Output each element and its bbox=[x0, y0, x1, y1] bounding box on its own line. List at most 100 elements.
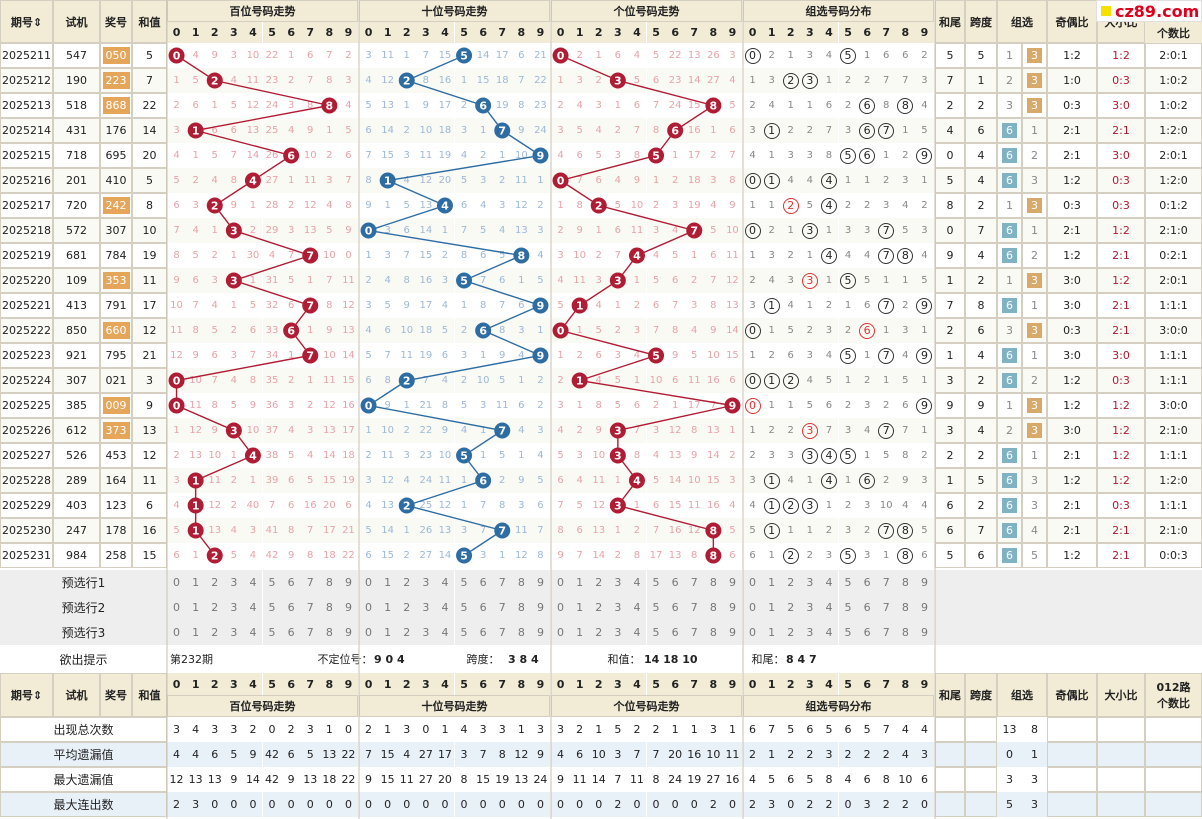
preselect-digit[interactable]: 0 bbox=[359, 570, 379, 595]
preselect-digit[interactable]: 4 bbox=[819, 570, 839, 595]
preselect-digit[interactable]: 1 bbox=[186, 620, 206, 645]
preselect-digit[interactable]: 4 bbox=[627, 620, 647, 645]
preselect-digit[interactable]: 2 bbox=[781, 570, 801, 595]
preselect-digit[interactable]: 0 bbox=[167, 570, 187, 595]
preselect-digit[interactable]: 7 bbox=[300, 595, 320, 620]
preselect-digit[interactable]: 7 bbox=[684, 595, 704, 620]
preselect-digit[interactable]: 8 bbox=[703, 620, 723, 645]
preselect-digit[interactable]: 7 bbox=[300, 620, 320, 645]
preselect-digit[interactable]: 1 bbox=[762, 595, 782, 620]
preselect-digit[interactable]: 5 bbox=[838, 620, 858, 645]
preselect-digit[interactable]: 8 bbox=[511, 595, 531, 620]
preselect-digit[interactable]: 9 bbox=[530, 570, 550, 595]
preselect-digit[interactable]: 5 bbox=[262, 595, 282, 620]
preselect-digit[interactable]: 9 bbox=[338, 595, 358, 620]
preselect-digit[interactable]: 8 bbox=[319, 570, 339, 595]
preselect-digit[interactable]: 8 bbox=[319, 620, 339, 645]
preselect-digit[interactable]: 8 bbox=[511, 570, 531, 595]
preselect-digit[interactable]: 1 bbox=[570, 595, 590, 620]
preselect-digit[interactable]: 4 bbox=[243, 570, 263, 595]
preselect-digit[interactable]: 1 bbox=[570, 570, 590, 595]
preselect-digit[interactable]: 2 bbox=[589, 595, 609, 620]
preselect-digit[interactable]: 5 bbox=[838, 570, 858, 595]
preselect-digit[interactable]: 1 bbox=[186, 595, 206, 620]
preselect-digit[interactable]: 8 bbox=[895, 620, 915, 645]
preselect-digit[interactable]: 8 bbox=[895, 595, 915, 620]
preselect-digit[interactable]: 0 bbox=[743, 570, 763, 595]
preselect-digit[interactable]: 1 bbox=[378, 595, 398, 620]
preselect-digit[interactable]: 4 bbox=[819, 620, 839, 645]
preselect-digit[interactable]: 0 bbox=[551, 620, 571, 645]
preselect-digit[interactable]: 7 bbox=[492, 570, 512, 595]
preselect-digit[interactable]: 9 bbox=[914, 570, 934, 595]
preselect-digit[interactable]: 2 bbox=[205, 570, 225, 595]
preselect-digit[interactable]: 3 bbox=[608, 570, 628, 595]
preselect-digit[interactable]: 8 bbox=[319, 595, 339, 620]
preselect-digit[interactable]: 1 bbox=[378, 570, 398, 595]
preselect-digit[interactable]: 0 bbox=[167, 595, 187, 620]
preselect-digit[interactable]: 1 bbox=[378, 620, 398, 645]
preselect-digit[interactable]: 1 bbox=[570, 620, 590, 645]
preselect-digit[interactable]: 6 bbox=[473, 570, 493, 595]
preselect-digit[interactable]: 6 bbox=[665, 595, 685, 620]
preselect-digit[interactable]: 4 bbox=[819, 595, 839, 620]
preselect-digit[interactable]: 6 bbox=[665, 620, 685, 645]
preselect-digit[interactable]: 1 bbox=[186, 570, 206, 595]
preselect-digit[interactable]: 0 bbox=[551, 570, 571, 595]
preselect-digit[interactable]: 3 bbox=[224, 595, 244, 620]
preselect-digit[interactable]: 3 bbox=[224, 570, 244, 595]
preselect-digit[interactable]: 0 bbox=[359, 620, 379, 645]
preselect-digit[interactable]: 0 bbox=[167, 620, 187, 645]
preselect-digit[interactable]: 9 bbox=[338, 620, 358, 645]
preselect-digit[interactable]: 8 bbox=[703, 595, 723, 620]
preselect-digit[interactable]: 6 bbox=[473, 595, 493, 620]
preselect-digit[interactable]: 0 bbox=[551, 595, 571, 620]
preselect-digit[interactable]: 3 bbox=[416, 620, 436, 645]
preselect-digit[interactable]: 3 bbox=[608, 620, 628, 645]
preselect-digit[interactable]: 3 bbox=[800, 570, 820, 595]
preselect-digit[interactable]: 2 bbox=[205, 595, 225, 620]
preselect-digit[interactable]: 2 bbox=[589, 570, 609, 595]
preselect-digit[interactable]: 6 bbox=[857, 595, 877, 620]
preselect-digit[interactable]: 5 bbox=[646, 620, 666, 645]
preselect-digit[interactable]: 1 bbox=[762, 620, 782, 645]
preselect-digit[interactable]: 5 bbox=[838, 595, 858, 620]
preselect-digit[interactable]: 3 bbox=[608, 595, 628, 620]
preselect-digit[interactable]: 7 bbox=[684, 570, 704, 595]
preselect-digit[interactable]: 4 bbox=[243, 620, 263, 645]
preselect-digit[interactable]: 7 bbox=[300, 570, 320, 595]
preselect-digit[interactable]: 2 bbox=[781, 620, 801, 645]
preselect-digit[interactable]: 8 bbox=[703, 570, 723, 595]
preselect-digit[interactable]: 4 bbox=[243, 595, 263, 620]
preselect-digit[interactable]: 9 bbox=[722, 620, 742, 645]
preselect-digit[interactable]: 9 bbox=[338, 570, 358, 595]
preselect-digit[interactable]: 5 bbox=[262, 570, 282, 595]
preselect-digit[interactable]: 0 bbox=[743, 620, 763, 645]
preselect-digit[interactable]: 7 bbox=[492, 595, 512, 620]
preselect-digit[interactable]: 9 bbox=[914, 620, 934, 645]
preselect-digit[interactable]: 8 bbox=[895, 570, 915, 595]
preselect-digit[interactable]: 9 bbox=[530, 595, 550, 620]
preselect-digit[interactable]: 6 bbox=[857, 620, 877, 645]
preselect-digit[interactable]: 7 bbox=[492, 620, 512, 645]
preselect-digit[interactable]: 7 bbox=[684, 620, 704, 645]
preselect-digit[interactable]: 5 bbox=[454, 595, 474, 620]
preselect-digit[interactable]: 2 bbox=[781, 595, 801, 620]
preselect-digit[interactable]: 5 bbox=[454, 570, 474, 595]
preselect-digit[interactable]: 5 bbox=[262, 620, 282, 645]
preselect-digit[interactable]: 7 bbox=[876, 620, 896, 645]
preselect-digit[interactable]: 0 bbox=[359, 595, 379, 620]
preselect-digit[interactable]: 6 bbox=[281, 595, 301, 620]
preselect-digit[interactable]: 9 bbox=[530, 620, 550, 645]
preselect-digit[interactable]: 6 bbox=[857, 570, 877, 595]
preselect-digit[interactable]: 1 bbox=[762, 570, 782, 595]
preselect-digit[interactable]: 2 bbox=[397, 620, 417, 645]
preselect-digit[interactable]: 7 bbox=[876, 595, 896, 620]
preselect-digit[interactable]: 4 bbox=[435, 620, 455, 645]
preselect-digit[interactable]: 3 bbox=[800, 620, 820, 645]
preselect-digit[interactable]: 4 bbox=[627, 595, 647, 620]
preselect-digit[interactable]: 6 bbox=[281, 570, 301, 595]
preselect-digit[interactable]: 8 bbox=[511, 620, 531, 645]
preselect-digit[interactable]: 6 bbox=[473, 620, 493, 645]
preselect-digit[interactable]: 4 bbox=[435, 595, 455, 620]
